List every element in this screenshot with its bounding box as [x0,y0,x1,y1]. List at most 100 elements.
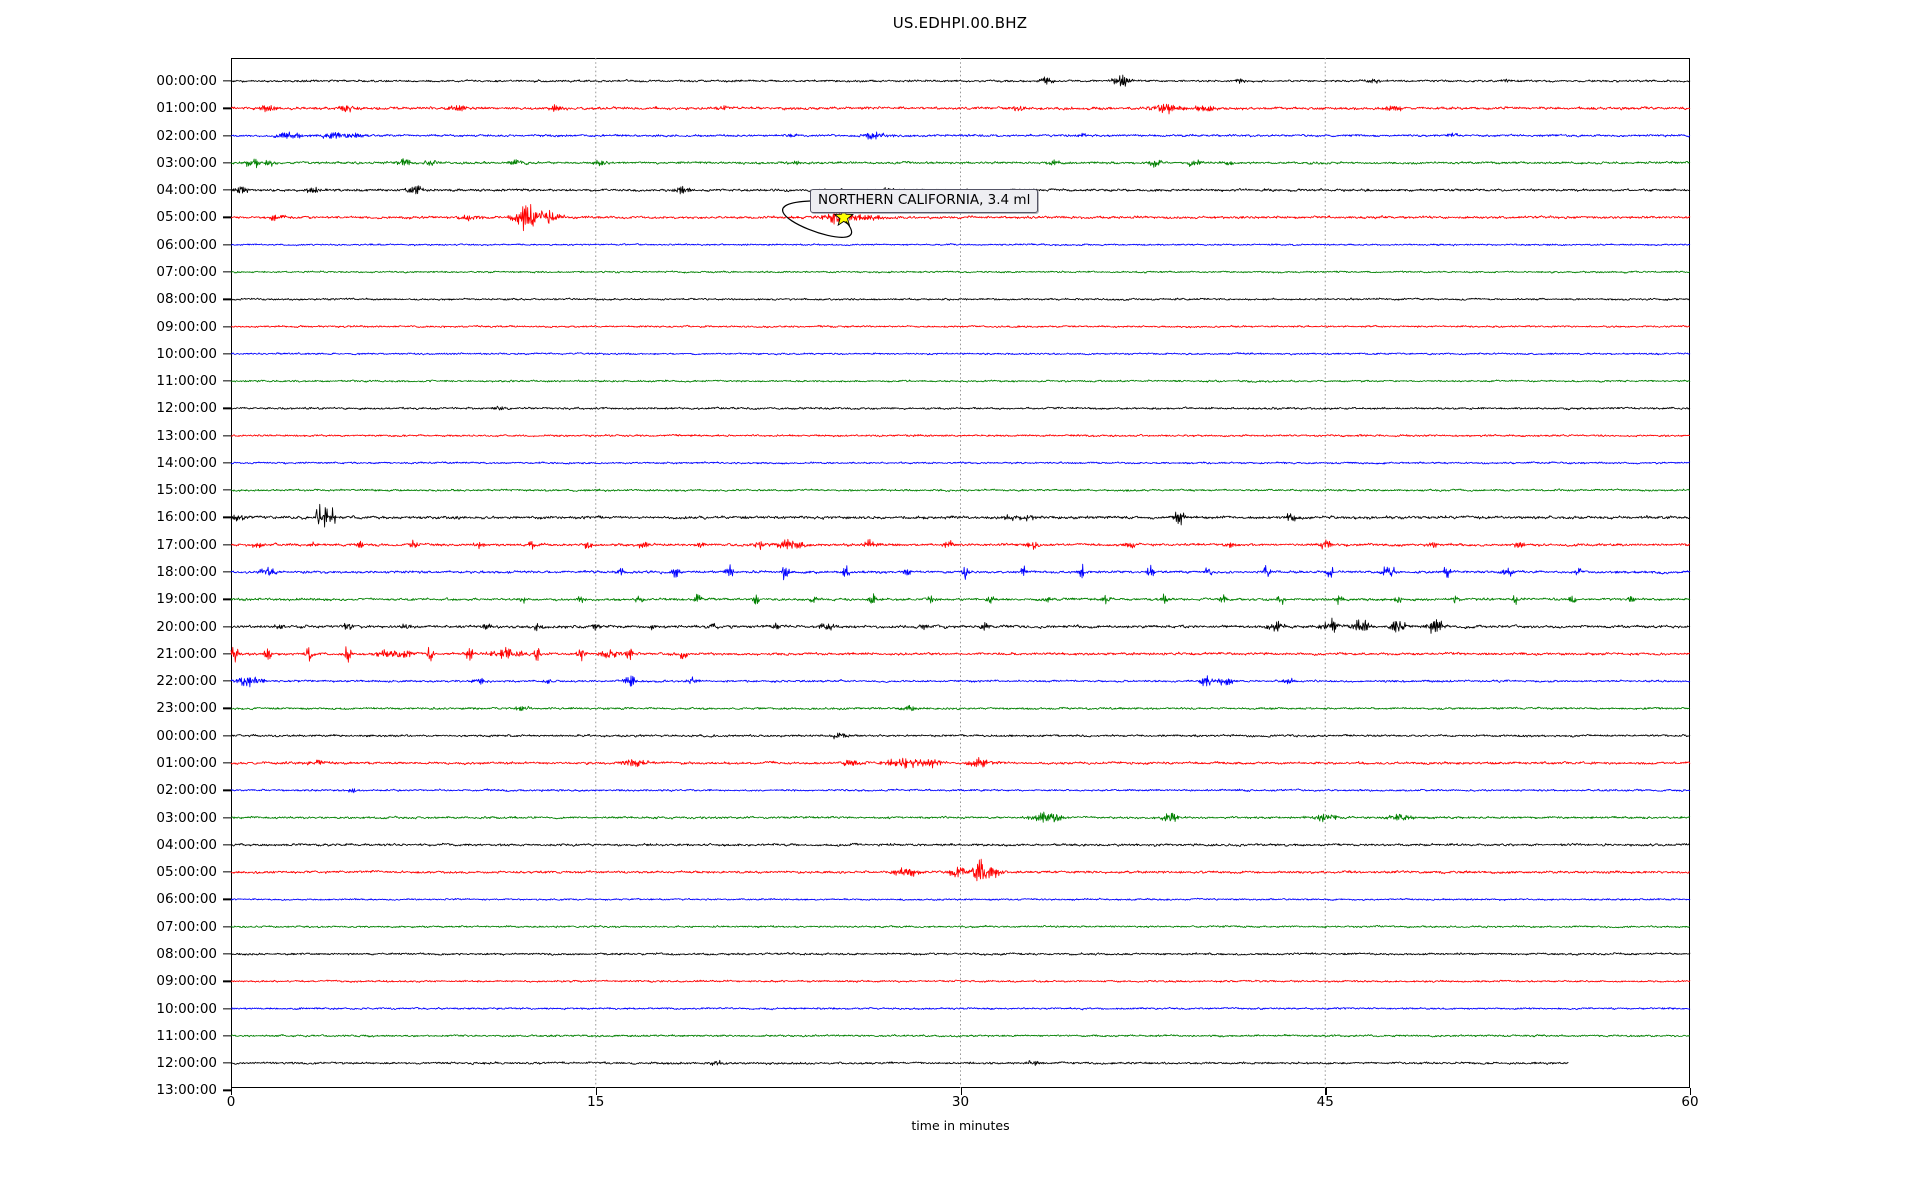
trace-line [230,858,1691,882]
trace-line [230,203,1691,232]
trace-line [230,704,1691,712]
y-axis-tick-mark [223,80,231,82]
y-axis-tick-label: 19:00:00 [156,591,217,608]
y-axis-tick-mark [223,434,231,437]
y-axis-tick-mark [223,898,231,901]
y-axis-tick-mark [223,516,231,519]
y-axis-tick-mark [223,489,231,491]
y-axis-tick-mark [223,1007,231,1010]
trace-line [230,324,1691,329]
y-axis-tick-label: 02:00:00 [156,782,217,799]
y-axis-tick-label: 05:00:00 [156,209,217,226]
y-axis-tick-label: 11:00:00 [156,1027,217,1044]
earthquake-star-icon [833,206,855,227]
y-axis-tick-label: 03:00:00 [156,809,217,826]
y-axis-tick-mark [223,544,231,546]
x-axis-tick-label: 15 [587,1094,605,1110]
y-axis-tick-mark [223,625,231,628]
y-axis-tick-label: 21:00:00 [156,645,217,662]
trace-line [230,405,1691,411]
y-axis-tick-label: 09:00:00 [156,973,217,990]
y-axis-tick-label: 12:00:00 [156,1055,217,1072]
y-axis-tick-label: 00:00:00 [156,73,217,89]
y-axis-tick-label: 09:00:00 [156,318,217,335]
x-axis-tick-label: 0 [226,1094,236,1110]
x-axis-tick-label: 60 [1681,1094,1699,1110]
y-axis-tick-mark [223,107,231,109]
trace-line [230,1033,1691,1038]
y-axis-tick-label: 15:00:00 [156,482,217,499]
y-axis-tick-mark [223,653,231,655]
trace-line [230,732,1691,740]
x-axis-tick-mark [595,1088,598,1095]
plot-area[interactable] [230,58,1691,1088]
y-axis-tick-label: 11:00:00 [156,373,217,390]
y-axis-tick-label: 03:00:00 [156,154,217,171]
trace-line [230,158,1691,169]
y-axis-tick-mark [223,926,231,928]
y-axis-tick-mark [223,244,231,246]
y-axis-tick-mark [223,134,231,137]
trace-line [230,675,1691,688]
trace-line [230,297,1691,301]
y-axis-tick-mark [223,353,231,355]
y-axis-tick-label: 22:00:00 [156,673,217,690]
trace-line [230,243,1691,247]
trace-line [230,979,1691,983]
page-title: US.EDHPI.00.BHZ [892,14,1028,32]
y-axis-tick-mark [223,1089,231,1092]
y-axis-tick-label: 01:00:00 [156,100,217,117]
trace-line [230,352,1691,356]
y-axis-tick-label: 01:00:00 [156,755,217,771]
y-axis-tick-mark [223,462,231,464]
y-axis-tick-label: 02:00:00 [156,127,217,144]
y-axis-tick-mark [223,871,231,873]
y-axis-tick-mark [223,271,231,273]
trace-line [230,1006,1691,1011]
y-axis-tick-mark [223,407,231,410]
y-axis-tick-mark [223,325,231,328]
y-axis-tick-label: 12:00:00 [156,400,217,417]
annotation-arrow [781,200,855,238]
y-axis-tick-label: 08:00:00 [156,945,217,962]
x-axis-tick-mark [1690,1088,1692,1095]
y-axis-tick-label: 10:00:00 [156,345,217,362]
y-axis-tick-mark [223,598,231,600]
trace-line [230,270,1691,274]
y-axis-tick-label: 17:00:00 [156,536,217,553]
y-axis-tick-mark [223,844,231,846]
y-axis-tick-mark [223,380,231,382]
y-axis-tick-label: 18:00:00 [156,564,217,581]
trace-line [230,503,1691,528]
y-axis-tick-mark [223,216,231,219]
y-axis-tick-mark [223,1062,231,1064]
trace-line [231,488,1691,493]
trace-line [230,646,1691,663]
y-axis-tick-label: 04:00:00 [156,182,217,199]
y-axis-tick-label: 07:00:00 [156,263,217,280]
x-axis-label: time in minutes [911,1118,1010,1133]
trace-line [230,461,1691,465]
trace-line [230,842,1691,847]
x-axis-tick-mark [1325,1088,1327,1095]
trace-line [230,952,1691,956]
trace-line [230,538,1691,551]
y-axis-tick-mark [223,680,231,682]
y-axis-tick-mark [223,980,231,982]
y-axis-tick-label: 06:00:00 [156,236,217,253]
trace-line [230,433,1691,438]
trace-line [230,131,1691,140]
y-axis-tick-label: 04:00:00 [156,836,217,853]
y-axis-tick-label: 00:00:00 [156,727,217,744]
event-annotation-label[interactable]: NORTHERN CALIFORNIA, 3.4 ml [810,189,1039,213]
y-axis-tick-label: 05:00:00 [156,864,217,881]
y-axis-tick-label: 13:00:00 [156,1082,217,1099]
y-axis-tick-label: 14:00:00 [156,454,217,471]
trace-line [230,811,1691,823]
x-axis-tick-label: 45 [1316,1094,1334,1110]
y-axis-tick-mark [223,298,231,300]
trace-line [230,103,1691,115]
trace-line [230,788,1691,794]
trace-line [230,757,1691,769]
y-axis-tick-mark [223,571,231,573]
